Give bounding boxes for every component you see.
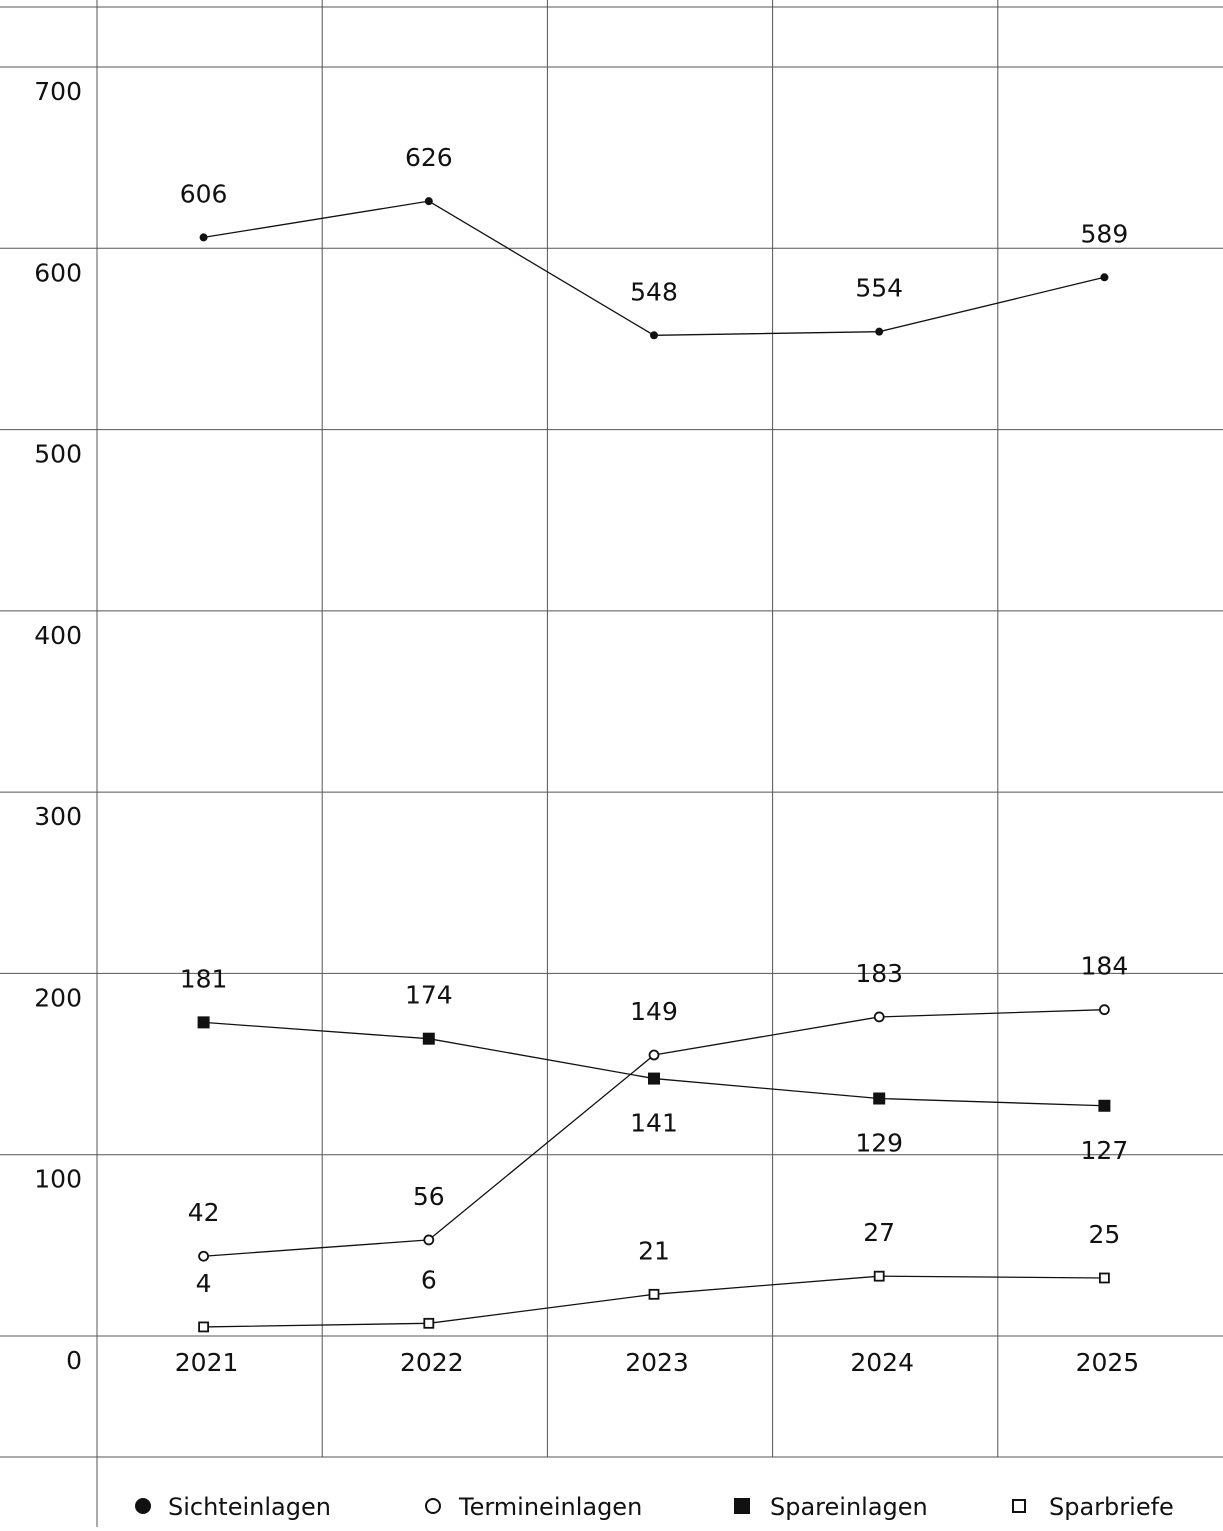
data-label-sparbriefe: 21 <box>638 1236 670 1265</box>
legend-label-spareinlagen: Spareinlagen <box>770 1493 928 1521</box>
data-label-sparbriefe: 27 <box>863 1218 895 1247</box>
data-label-sichteinlagen: 589 <box>1081 219 1129 248</box>
data-label-sichteinlagen: 626 <box>405 143 453 172</box>
data-label-sichteinlagen: 548 <box>630 277 678 306</box>
y-tick-label: 300 <box>34 802 82 831</box>
series-line-sparbriefe <box>203 1275 1105 1328</box>
data-label-spareinlagen: 174 <box>405 981 453 1010</box>
y-tick-label: 400 <box>34 621 82 650</box>
legend-label-termineinlagen: Termineinlagen <box>458 1493 642 1521</box>
data-point-termineinlagen <box>648 1049 660 1061</box>
legend-marker-spareinlagen <box>734 1498 750 1514</box>
data-label-sparbriefe: 25 <box>1088 1220 1120 1249</box>
data-point-sparbriefe <box>648 1288 660 1300</box>
series-line-sichteinlagen <box>203 200 1105 336</box>
data-label-spareinlagen: 129 <box>855 1129 903 1158</box>
data-point-sichteinlagen <box>199 233 208 242</box>
legend-marker-sparbriefe <box>1012 1499 1026 1513</box>
data-point-spareinlagen <box>197 1016 210 1029</box>
y-tick-label: 600 <box>34 258 82 287</box>
data-point-sparbriefe <box>873 1270 885 1282</box>
x-tick-label: 2022 <box>400 1348 464 1377</box>
data-point-spareinlagen <box>873 1092 886 1105</box>
data-label-termineinlagen: 42 <box>188 1198 220 1227</box>
legend-marker-sichteinlagen <box>135 1498 151 1514</box>
data-point-termineinlagen <box>1099 1004 1110 1016</box>
legend-label-sparbriefe: Sparbriefe <box>1049 1493 1174 1521</box>
data-label-termineinlagen: 56 <box>413 1182 445 1211</box>
data-point-spareinlagen <box>1098 1099 1111 1112</box>
data-point-sparbriefe <box>1099 1272 1110 1284</box>
data-label-termineinlagen: 149 <box>630 997 678 1026</box>
y-tick-label: 100 <box>34 1165 82 1194</box>
data-label-sparbriefe: 6 <box>421 1265 437 1294</box>
data-label-sparbriefe: 4 <box>196 1269 212 1298</box>
data-point-termineinlagen <box>198 1250 210 1262</box>
x-tick-label: 2025 <box>1076 1348 1140 1377</box>
data-point-sparbriefe <box>198 1321 210 1333</box>
data-point-sichteinlagen <box>650 331 658 340</box>
data-label-spareinlagen: 181 <box>180 964 228 993</box>
data-label-termineinlagen: 184 <box>1081 952 1129 981</box>
x-tick-label: 2024 <box>850 1348 914 1377</box>
data-label-termineinlagen: 183 <box>855 959 903 988</box>
data-label-sichteinlagen: 606 <box>180 179 228 208</box>
data-point-spareinlagen <box>648 1072 660 1085</box>
data-label-sichteinlagen: 554 <box>855 274 903 303</box>
y-tick-label: 700 <box>34 77 82 106</box>
series-line-spareinlagen <box>203 1021 1105 1107</box>
data-point-sparbriefe <box>423 1317 435 1329</box>
data-point-termineinlagen <box>873 1011 885 1023</box>
data-label-spareinlagen: 127 <box>1081 1136 1129 1165</box>
y-tick-label: 200 <box>34 983 82 1012</box>
x-tick-label: 2021 <box>175 1348 239 1377</box>
data-label-spareinlagen: 141 <box>630 1109 678 1138</box>
y-tick-label: 500 <box>34 440 82 469</box>
data-point-termineinlagen <box>423 1234 435 1246</box>
legend-label-sichteinlagen: Sichteinlagen <box>168 1493 331 1521</box>
data-point-sichteinlagen <box>424 197 433 206</box>
data-point-spareinlagen <box>422 1032 435 1045</box>
x-tick-label: 2023 <box>625 1348 689 1377</box>
legend-marker-termineinlagen <box>425 1498 441 1514</box>
data-point-sichteinlagen <box>1100 273 1109 282</box>
y-tick-label: 0 <box>66 1346 82 1375</box>
data-point-sichteinlagen <box>875 327 884 336</box>
